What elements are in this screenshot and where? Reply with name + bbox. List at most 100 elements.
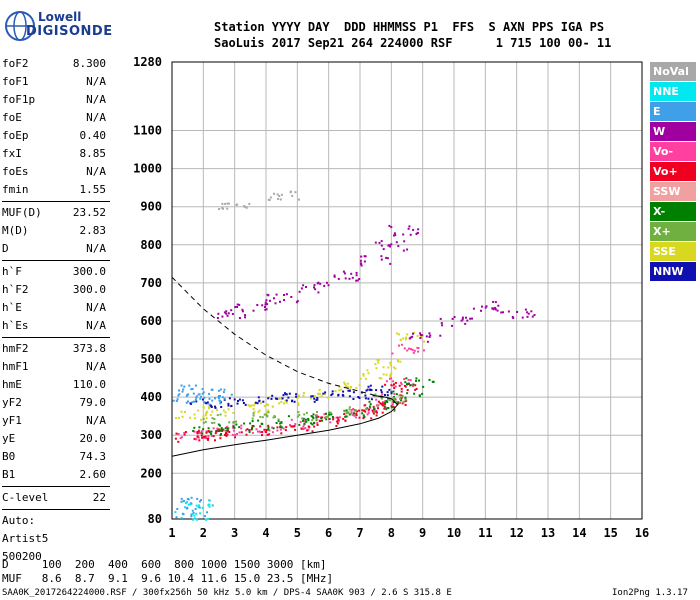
data-point bbox=[196, 497, 199, 500]
data-point bbox=[398, 333, 400, 336]
data-point bbox=[428, 378, 431, 381]
data-point bbox=[312, 413, 315, 416]
data-point bbox=[533, 314, 536, 316]
x-tick-label: 4 bbox=[262, 526, 269, 540]
data-point bbox=[390, 392, 393, 395]
data-point bbox=[202, 418, 205, 421]
data-point bbox=[389, 361, 392, 364]
data-point bbox=[347, 411, 350, 414]
legend-item-vo: Vo+ bbox=[650, 162, 696, 181]
data-point bbox=[246, 428, 249, 431]
data-point bbox=[267, 404, 269, 407]
data-point bbox=[393, 398, 396, 401]
data-point bbox=[451, 324, 453, 327]
data-point bbox=[276, 426, 279, 429]
data-point bbox=[261, 416, 264, 419]
data-point bbox=[298, 423, 301, 426]
data-point bbox=[264, 308, 267, 311]
data-point bbox=[472, 307, 475, 310]
data-point bbox=[208, 403, 211, 406]
data-point bbox=[193, 430, 196, 433]
data-point bbox=[390, 372, 393, 375]
data-point bbox=[382, 404, 385, 407]
data-point bbox=[364, 397, 367, 400]
data-point bbox=[408, 347, 410, 350]
data-point bbox=[300, 287, 303, 290]
param-row-b1: B1 2.60 bbox=[2, 466, 110, 484]
data-point bbox=[267, 198, 270, 201]
data-point bbox=[369, 389, 372, 392]
data-point bbox=[198, 504, 201, 507]
data-point bbox=[222, 428, 225, 431]
data-point bbox=[415, 379, 417, 382]
data-point bbox=[388, 388, 391, 391]
x-tick-label: 10 bbox=[447, 526, 461, 540]
data-point bbox=[247, 404, 250, 407]
data-point bbox=[386, 394, 389, 397]
data-point bbox=[219, 402, 222, 405]
param-name: C-level bbox=[2, 491, 49, 504]
auto-line: Auto: bbox=[2, 514, 36, 527]
data-point bbox=[310, 395, 313, 398]
data-point bbox=[397, 245, 400, 248]
data-point bbox=[190, 515, 193, 518]
data-point bbox=[386, 401, 389, 403]
divider bbox=[2, 337, 110, 338]
param-row-hf2: h`F2 300.0 bbox=[2, 281, 110, 299]
auto-line: 500200 bbox=[2, 550, 42, 563]
data-point bbox=[181, 512, 184, 515]
param-value: N/A bbox=[86, 111, 106, 124]
data-point bbox=[176, 508, 179, 510]
data-point bbox=[301, 417, 304, 420]
data-point bbox=[267, 294, 270, 297]
data-point bbox=[361, 412, 364, 415]
data-point bbox=[367, 397, 370, 400]
data-point bbox=[392, 397, 395, 399]
data-point bbox=[355, 416, 358, 419]
data-point bbox=[244, 316, 246, 319]
data-point bbox=[306, 429, 309, 432]
data-point bbox=[238, 303, 241, 306]
data-point bbox=[252, 309, 255, 312]
data-point bbox=[370, 417, 373, 420]
data-point bbox=[386, 391, 389, 394]
data-point bbox=[224, 427, 227, 430]
data-point bbox=[324, 416, 327, 419]
data-point bbox=[282, 427, 285, 430]
data-point bbox=[223, 311, 226, 314]
data-point bbox=[206, 410, 208, 413]
data-point bbox=[326, 281, 328, 284]
data-point bbox=[383, 407, 386, 410]
data-point bbox=[384, 401, 387, 404]
data-point bbox=[181, 415, 184, 418]
data-point bbox=[343, 410, 346, 413]
data-point bbox=[307, 428, 310, 431]
param-row-mufd: MUF(D) 23.52 bbox=[2, 204, 110, 222]
param-name: foF1p bbox=[2, 93, 36, 106]
data-point bbox=[202, 391, 205, 394]
data-point bbox=[316, 424, 319, 426]
data-point bbox=[320, 394, 323, 397]
data-point bbox=[218, 397, 220, 399]
param-name: foEp bbox=[2, 129, 29, 142]
x-tick-label: 6 bbox=[325, 526, 332, 540]
data-point bbox=[362, 374, 365, 377]
data-point bbox=[273, 192, 275, 195]
data-point bbox=[393, 393, 396, 395]
data-point bbox=[496, 309, 499, 312]
data-point bbox=[439, 334, 442, 337]
data-point bbox=[277, 419, 280, 422]
y-tick-label: 1100 bbox=[133, 124, 162, 138]
legend-item-noval: NoVal bbox=[650, 62, 696, 81]
data-point bbox=[353, 412, 355, 415]
data-point bbox=[329, 411, 332, 414]
data-point bbox=[183, 432, 186, 434]
y-tick-label: 400 bbox=[140, 390, 162, 404]
data-point bbox=[234, 436, 237, 439]
data-point bbox=[302, 417, 305, 420]
data-point bbox=[218, 389, 220, 392]
data-point bbox=[414, 384, 417, 387]
parameter-panel: foF2 8.300 foF1 N/A foF1p N/A foE N/A foEp 0.40 fx… bbox=[2, 55, 110, 566]
data-point bbox=[338, 385, 341, 388]
data-point bbox=[236, 303, 239, 306]
